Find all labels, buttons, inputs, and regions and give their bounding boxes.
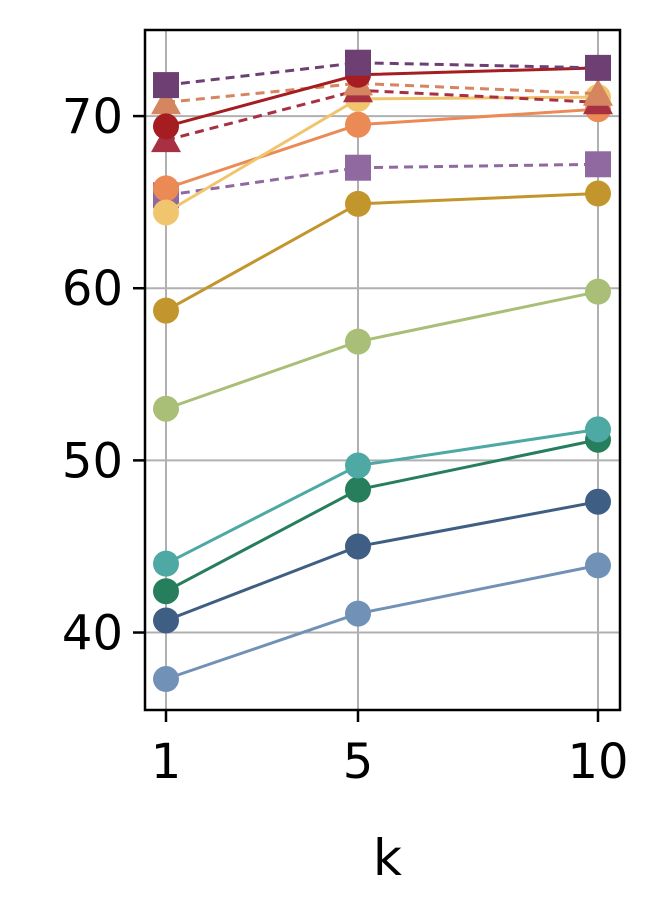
data-point <box>585 416 611 443</box>
data-point <box>153 666 179 693</box>
series-line <box>165 427 599 566</box>
y-tick-label: 60 <box>62 261 123 317</box>
data-point <box>153 607 179 634</box>
series-1 <box>153 49 611 99</box>
axis-ticks: 1 5 10 40 50 60 70 <box>62 89 629 790</box>
data-point <box>345 49 371 76</box>
x-tick-label: 10 <box>567 734 628 790</box>
data-point <box>345 154 371 181</box>
x-tick-label: 1 <box>151 734 182 790</box>
data-point <box>153 113 179 140</box>
series-line <box>165 192 599 312</box>
data-point <box>585 180 611 207</box>
y-tick-label: 70 <box>62 89 123 145</box>
series-8 <box>153 180 611 324</box>
series-line <box>165 563 599 681</box>
data-point <box>153 72 179 99</box>
x-axis-label: k <box>373 829 402 887</box>
series-13 <box>153 552 611 693</box>
data-point <box>583 78 613 106</box>
data-point <box>585 552 611 579</box>
series-9 <box>153 278 611 422</box>
data-point <box>153 578 179 605</box>
data-point <box>585 488 611 515</box>
data-point <box>153 550 179 577</box>
y-tick-label: 50 <box>62 433 123 489</box>
series-12 <box>153 488 611 634</box>
series-line <box>165 61 599 87</box>
series-line <box>165 290 599 411</box>
data-point <box>345 328 371 355</box>
data-point <box>585 54 611 81</box>
series-layer <box>151 49 613 693</box>
series-line <box>165 81 599 104</box>
data-point <box>153 395 179 422</box>
y-tick-label: 40 <box>62 606 123 662</box>
data-point <box>345 190 371 217</box>
data-point <box>153 175 179 202</box>
data-point <box>345 533 371 560</box>
data-point <box>345 476 371 503</box>
series-line <box>165 162 599 197</box>
data-point <box>151 87 181 115</box>
data-point <box>153 297 179 324</box>
plot-frame <box>143 28 622 712</box>
series-10 <box>153 416 611 577</box>
data-point <box>345 452 371 479</box>
x-tick-label: 5 <box>343 734 374 790</box>
data-point <box>345 111 371 138</box>
series-line <box>165 500 599 622</box>
data-point <box>345 600 371 627</box>
data-point <box>153 199 179 226</box>
data-point <box>585 278 611 305</box>
series-line <box>165 107 599 190</box>
data-point <box>585 151 611 178</box>
